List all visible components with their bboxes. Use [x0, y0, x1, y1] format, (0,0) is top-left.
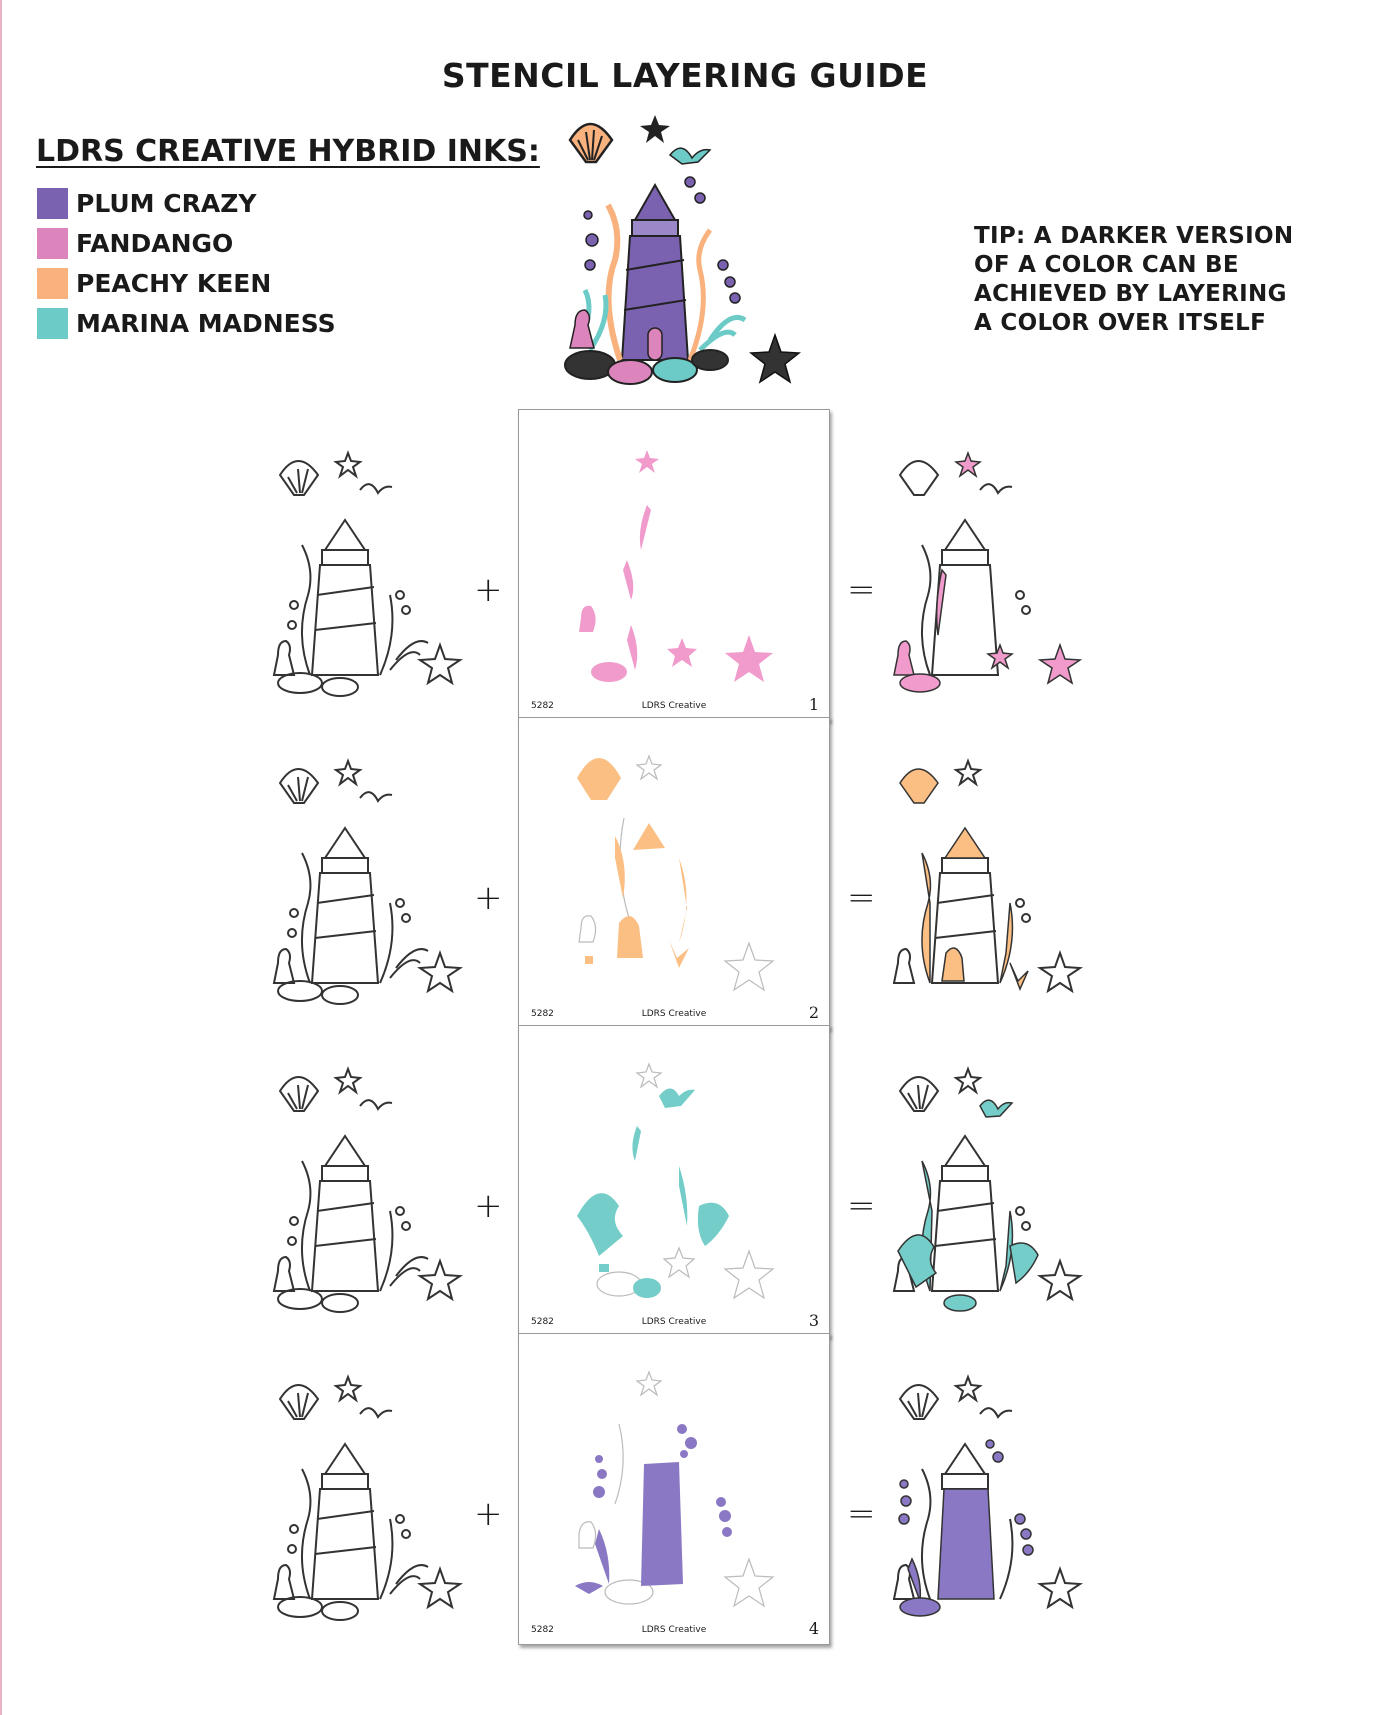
stencil-brand: LDRS Creative	[641, 1009, 707, 1019]
step-2: + 5282 LDRS Creative 2 =	[0, 717, 1400, 1073]
stencil-mask-shapes	[577, 1062, 775, 1300]
stencil-card: 5282 LDRS Creative 3	[518, 1025, 830, 1337]
result-illustration	[893, 450, 1083, 693]
equals-sign: =	[847, 1494, 876, 1534]
legend-item-fandango: FANDANGO	[37, 223, 336, 263]
tip-line: A COLOR OVER ITSELF	[974, 310, 1267, 336]
seashell-icon	[568, 122, 614, 164]
result-illustration	[892, 1066, 1084, 1312]
legend-item-peachy-keen: PEACHY KEEN	[37, 263, 336, 303]
stencil-card: 5282 LDRS Creative 2	[518, 717, 830, 1029]
stencil-brand: LDRS Creative	[641, 701, 707, 711]
lighthouse-icon	[620, 182, 690, 361]
rocks-icon	[564, 349, 729, 385]
plus-sign: +	[474, 570, 503, 610]
equals-sign: =	[847, 570, 876, 610]
color-swatch	[37, 267, 68, 299]
plus-sign: +	[474, 1186, 503, 1226]
step-4: + 5282 LDRS Creative 4 =	[0, 1333, 1400, 1689]
equals-sign: =	[847, 1186, 876, 1226]
stencil-id: 5282	[531, 1009, 554, 1019]
stencil-number: 4	[808, 1619, 819, 1638]
color-swatch	[37, 307, 68, 339]
stencil-number: 3	[808, 1311, 819, 1330]
plus-sign: +	[474, 878, 503, 918]
plus-sign: +	[474, 1494, 503, 1534]
stencil-mask-shapes	[579, 450, 773, 682]
tip-line: ACHIEVED BY LAYERING	[974, 281, 1287, 307]
finished-lighthouse-illustration	[564, 115, 802, 385]
stencil-number: 2	[808, 1003, 819, 1022]
line-art-illustration	[272, 450, 464, 697]
bird-icon	[569, 309, 595, 349]
line-art-illustration	[272, 758, 464, 1005]
stencil-number: 1	[808, 695, 819, 714]
starfish-icon	[640, 115, 670, 143]
stencil-id: 5282	[531, 701, 554, 711]
color-swatch	[37, 227, 68, 259]
stencil-brand: LDRS Creative	[641, 1317, 707, 1327]
seagull-icon	[668, 147, 712, 165]
legend-label: PEACHY KEEN	[76, 268, 272, 298]
legend-heading: LDRS CREATIVE HYBRID INKS:	[36, 134, 540, 169]
line-art-illustration	[272, 1374, 464, 1621]
step-3: + 5282 LDRS Creative 3 =	[0, 1025, 1400, 1381]
stencil-brand: LDRS Creative	[641, 1625, 707, 1635]
legend-label: MARINA MADNESS	[76, 308, 336, 338]
result-illustration	[892, 758, 1084, 994]
tip-line: TIP: A DARKER VERSION	[974, 223, 1294, 249]
page-title: STENCIL LAYERING GUIDE	[441, 56, 929, 95]
stencil-mask-shapes	[577, 754, 775, 992]
bubbles-icon	[583, 176, 741, 304]
result-illustration	[892, 1374, 1084, 1617]
stencil-mask-shapes	[575, 1370, 775, 1608]
legend-item-plum-crazy: PLUM CRAZY	[37, 183, 336, 223]
step-1: + 5282 LDRS Creative 1 =	[0, 409, 1400, 765]
line-art-illustration	[272, 1066, 464, 1313]
stencil-id: 5282	[531, 1317, 554, 1327]
tip-text: TIP: A DARKER VERSION OF A COLOR CAN BE …	[974, 222, 1304, 338]
stencil-id: 5282	[531, 1625, 554, 1635]
page-edge-line	[0, 0, 2, 1715]
legend-label: FANDANGO	[76, 228, 234, 258]
stencil-card: 5282 LDRS Creative 4	[518, 1333, 830, 1645]
stencil-card: 5282 LDRS Creative 1	[518, 409, 830, 721]
color-swatch	[37, 187, 68, 219]
equals-sign: =	[847, 878, 876, 918]
legend-item-marina-madness: MARINA MADNESS	[37, 303, 336, 343]
legend-label: PLUM CRAZY	[76, 188, 257, 218]
tip-line: OF A COLOR CAN BE	[974, 252, 1239, 278]
ink-legend: PLUM CRAZY FANDANGO PEACHY KEEN MARINA M…	[37, 183, 336, 343]
starfish-icon	[748, 332, 802, 384]
